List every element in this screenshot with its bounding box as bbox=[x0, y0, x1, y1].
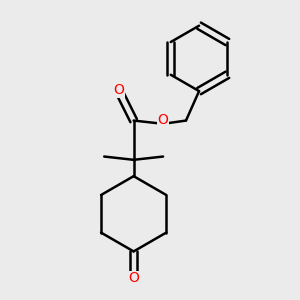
Text: O: O bbox=[113, 83, 124, 98]
Text: O: O bbox=[158, 113, 169, 127]
Text: O: O bbox=[128, 271, 139, 285]
